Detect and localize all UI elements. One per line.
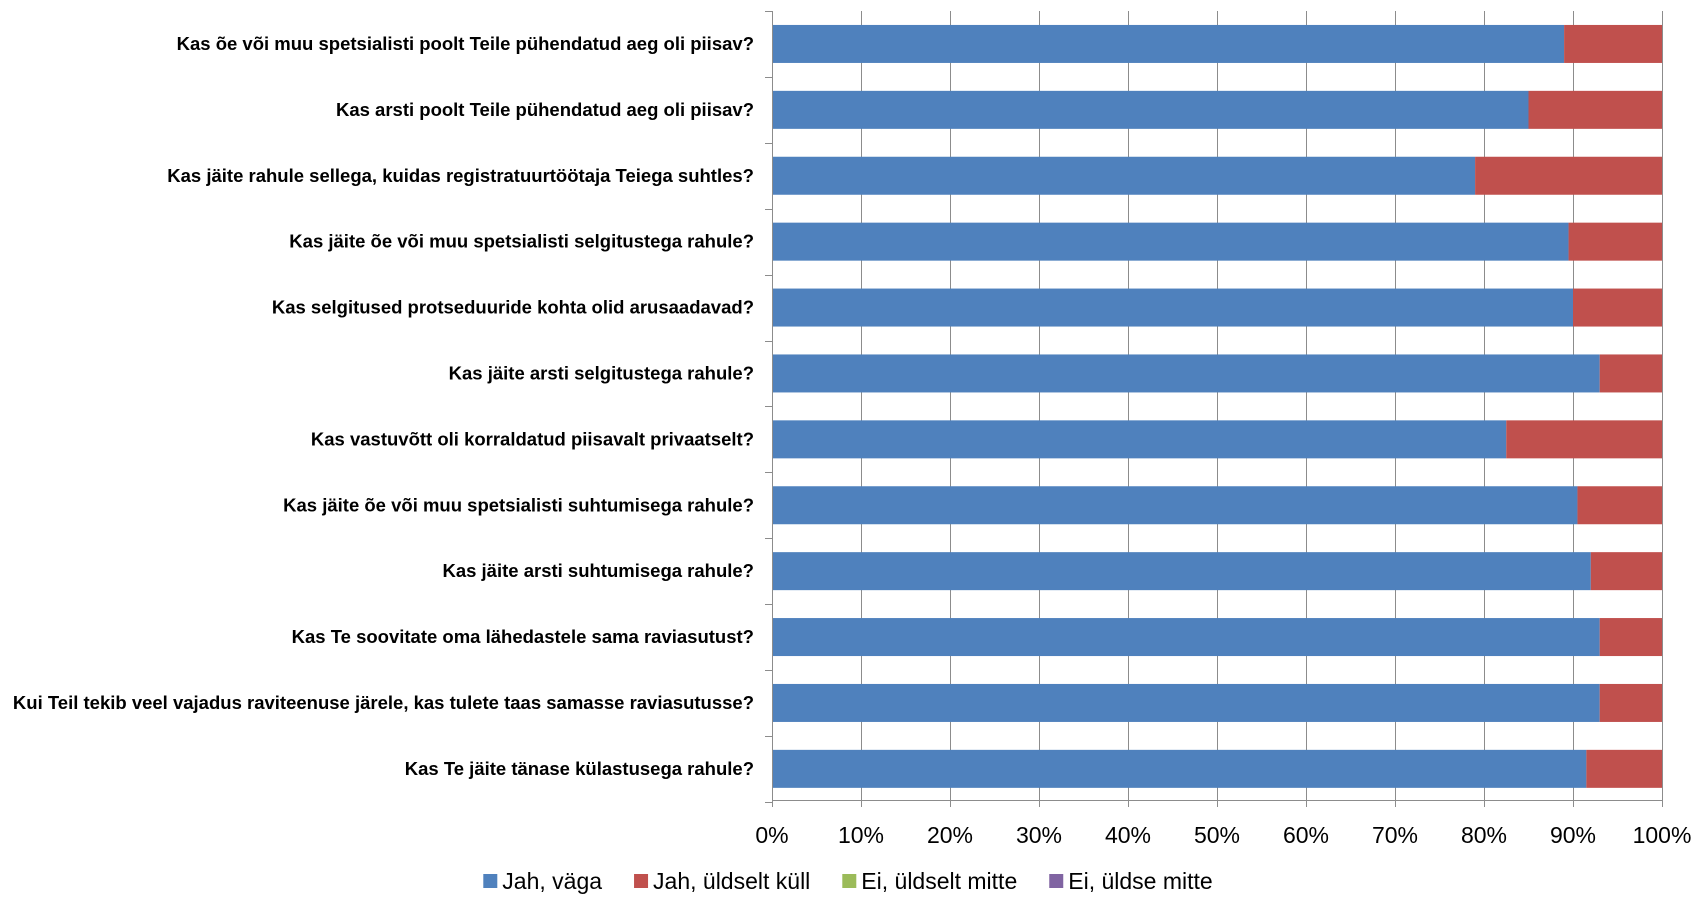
x-tick-label: 10%: [838, 822, 884, 848]
bar-segment-1: [772, 288, 1573, 327]
bar-segment-1: [772, 552, 1591, 591]
x-tick-label: 40%: [1105, 822, 1151, 848]
category-label: Kas vastuvõtt oli korraldatud piisavalt …: [311, 428, 754, 449]
bar-segment-1: [772, 156, 1476, 195]
legend-label: Jah, väga: [502, 868, 602, 894]
bar-segment-1: [772, 354, 1600, 393]
bar-segment-2: [1506, 420, 1662, 459]
bar-segment-2: [1590, 552, 1662, 591]
category-label: Kas jäite õe või muu spetsialisti selgit…: [289, 231, 754, 252]
bar-segment-1: [772, 749, 1587, 788]
x-tick-label: 80%: [1461, 822, 1507, 848]
bar-segment-1: [772, 618, 1600, 657]
legend-swatch: [1049, 874, 1064, 888]
x-tick-labels: 0% 10% 20% 30% 40% 50% 60% 70% 80% 90% 100%: [755, 822, 1691, 848]
category-label: Kas Te soovitate oma lähedastele sama ra…: [292, 626, 754, 647]
bar-segment-2: [1475, 156, 1662, 195]
category-label: Kas õe või muu spetsialisti poolt Teile …: [177, 33, 754, 54]
legend-label: Ei, üldse mitte: [1068, 868, 1212, 894]
bar-segment-1: [772, 420, 1507, 459]
bar-segment-1: [772, 486, 1578, 525]
legend: Jah, väga Jah, üldselt küll Ei, üldselt mi…: [483, 868, 1213, 894]
bar-segment-1: [772, 222, 1569, 261]
x-tick-label: 30%: [1016, 822, 1062, 848]
category-labels: Kas õe või muu spetsialisti poolt Teile …: [13, 33, 754, 779]
category-label: Kas jäite õe või muu spetsialisti suhtum…: [283, 494, 754, 515]
x-tick-label: 100%: [1633, 822, 1692, 848]
bar-segment-2: [1568, 222, 1662, 261]
legend-label: Ei, üldselt mitte: [861, 868, 1017, 894]
x-tick-label: 70%: [1372, 822, 1418, 848]
axes: [765, 11, 1663, 807]
category-label: Kas Te jäite tänase külastusega rahule?: [405, 758, 754, 779]
category-label: Kas arsti poolt Teile pühendatud aeg oli…: [336, 99, 754, 120]
x-tick-label: 90%: [1550, 822, 1596, 848]
category-label: Kas selgitused protseduuride kohta olid …: [272, 297, 754, 318]
bar-segment-2: [1528, 90, 1662, 129]
legend-swatch: [634, 874, 649, 888]
legend-swatch: [842, 874, 857, 888]
category-label: Kui Teil tekib veel vajadus raviteenuse …: [13, 692, 754, 713]
bar-segment-2: [1573, 288, 1662, 327]
bar-segment-1: [772, 683, 1600, 722]
category-label: Kas jäite arsti suhtumisega rahule?: [442, 560, 754, 581]
bar-segment-2: [1599, 618, 1662, 657]
legend-swatch: [483, 874, 498, 888]
bar-segment-2: [1564, 24, 1662, 63]
bar-segment-1: [772, 24, 1565, 63]
category-label: Kas jäite rahule sellega, kuidas registr…: [167, 165, 754, 186]
gridlines: [861, 11, 1663, 800]
bar-segment-1: [772, 90, 1529, 129]
legend-label: Jah, üldselt küll: [653, 868, 810, 894]
category-label: Kas jäite arsti selgitustega rahule?: [449, 362, 754, 383]
bar-segment-2: [1577, 486, 1662, 525]
x-tick-label: 60%: [1283, 822, 1329, 848]
bar-segment-2: [1599, 683, 1662, 722]
bars: [772, 24, 1662, 788]
bar-segment-2: [1599, 354, 1662, 393]
bar-segment-2: [1586, 749, 1662, 788]
x-tick-label: 20%: [927, 822, 973, 848]
x-tick-label: 50%: [1194, 822, 1240, 848]
x-tick-label: 0%: [755, 822, 788, 848]
